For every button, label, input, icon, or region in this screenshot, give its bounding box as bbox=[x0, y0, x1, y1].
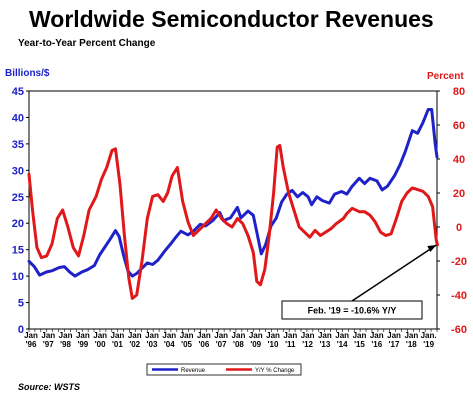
x-tick-label-top: Jan bbox=[93, 331, 107, 340]
x-tick-label-top: Jan bbox=[145, 331, 159, 340]
x-tick-label-top: Jan bbox=[180, 331, 194, 340]
annotation-arrowhead bbox=[427, 245, 437, 253]
x-tick-label-bottom: '00 bbox=[95, 340, 106, 349]
x-tick-label-top: Jan bbox=[162, 331, 176, 340]
x-tick-label-bottom: '99 bbox=[77, 340, 88, 349]
left-tick-label: 5 bbox=[18, 298, 24, 310]
left-axis-title: Billions/$ bbox=[5, 68, 50, 79]
x-tick-label-top: Jan bbox=[266, 331, 280, 340]
x-tick-label-bottom: '13 bbox=[319, 340, 330, 349]
x-tick-label-bottom: '03 bbox=[147, 340, 158, 349]
chart-subtitle: Year-to-Year Percent Change bbox=[18, 38, 156, 49]
x-tick-label-bottom: '96 bbox=[26, 340, 37, 349]
x-tick-label-bottom: '05 bbox=[181, 340, 192, 349]
x-tick-label-bottom: '08 bbox=[233, 340, 244, 349]
x-tick-label-bottom: '16 bbox=[371, 340, 382, 349]
right-tick-label: 60 bbox=[453, 120, 465, 132]
x-tick-label-bottom: '01 bbox=[112, 340, 123, 349]
x-tick-label-top: Jan bbox=[249, 331, 263, 340]
x-tick-label-top: Jan bbox=[232, 331, 246, 340]
x-tick-label-top: Jan bbox=[197, 331, 211, 340]
annotation-box bbox=[281, 300, 423, 320]
plot-frame bbox=[28, 90, 438, 330]
yoy-change-line bbox=[27, 143, 439, 300]
right-axis-title: Percent bbox=[427, 71, 464, 82]
x-tick-label-bottom: '11 bbox=[285, 340, 296, 349]
x-tick-label-bottom: '17 bbox=[389, 340, 400, 349]
x-tick-label-top: Jan bbox=[24, 331, 38, 340]
x-tick-label-bottom: '14 bbox=[337, 340, 348, 349]
x-tick-label-bottom: '02 bbox=[129, 340, 140, 349]
x-tick-label-bottom: '98 bbox=[60, 340, 71, 349]
x-tick-label-top: Jan bbox=[335, 331, 349, 340]
annotation-label: Feb. '19 = -10.6% Y/Y bbox=[308, 306, 397, 316]
left-tick-label: 20 bbox=[12, 218, 24, 230]
x-tick-label-bottom: '04 bbox=[164, 340, 175, 349]
left-tick-label: 25 bbox=[12, 192, 24, 204]
left-tick-label: 0 bbox=[18, 324, 24, 336]
x-tick-label-top: Jan bbox=[387, 331, 401, 340]
source-note: Source: WSTS bbox=[18, 382, 81, 392]
left-tick-label: 40 bbox=[12, 112, 24, 124]
x-tick-label-top: Jan bbox=[318, 331, 332, 340]
x-tick-label-top: Jan bbox=[128, 331, 142, 340]
right-tick-label: 40 bbox=[453, 154, 465, 166]
left-tick-label: 30 bbox=[12, 165, 24, 177]
x-tick-label-top: Jan bbox=[404, 331, 418, 340]
left-tick-label: 35 bbox=[12, 139, 24, 151]
x-tick-label-bottom: '12 bbox=[302, 340, 313, 349]
x-tick-label-top: Jan bbox=[283, 331, 297, 340]
x-tick-label-bottom: '15 bbox=[354, 340, 365, 349]
left-tick-label: 10 bbox=[12, 271, 24, 283]
left-tick-label: 15 bbox=[12, 245, 24, 257]
right-tick-label: -40 bbox=[451, 290, 467, 302]
x-tick-label-bottom: '07 bbox=[216, 340, 227, 349]
legend-label: Revenue bbox=[181, 368, 206, 374]
x-tick-label-top: Jan bbox=[76, 331, 90, 340]
x-tick-label-top: Jan bbox=[59, 331, 73, 340]
right-tick-label: 80 bbox=[453, 86, 465, 98]
left-tick-label: 45 bbox=[12, 86, 24, 98]
x-tick-label-top: Jan bbox=[370, 331, 384, 340]
legend-label: Y/Y % Change bbox=[255, 368, 295, 374]
x-tick-label-bottom: '19 bbox=[423, 340, 434, 349]
x-tick-label-top: Jan bbox=[111, 331, 125, 340]
right-tick-label: -60 bbox=[451, 324, 467, 336]
legend-box bbox=[146, 363, 302, 376]
x-tick-label-bottom: '10 bbox=[268, 340, 279, 349]
revenue-line bbox=[27, 108, 439, 278]
x-tick-label-bottom: '09 bbox=[250, 340, 261, 349]
x-tick-label-bottom: '18 bbox=[406, 340, 417, 349]
x-tick-label-top: Jan bbox=[41, 331, 55, 340]
annotation-arrow bbox=[351, 244, 437, 302]
right-tick-label: 0 bbox=[456, 222, 462, 234]
x-tick-label-top: Jan bbox=[353, 331, 367, 340]
right-tick-label: -20 bbox=[451, 256, 467, 268]
x-tick-label-top: Jan bbox=[214, 331, 228, 340]
x-tick-label-top: Jan bbox=[301, 331, 315, 340]
x-tick-label-bottom: '97 bbox=[43, 340, 54, 349]
chart-title: Worldwide Semiconductor Revenues bbox=[29, 6, 434, 32]
x-tick-label-bottom: '06 bbox=[198, 340, 209, 349]
right-tick-label: 20 bbox=[453, 188, 465, 200]
x-tick-label-top: Jan. bbox=[421, 331, 437, 340]
